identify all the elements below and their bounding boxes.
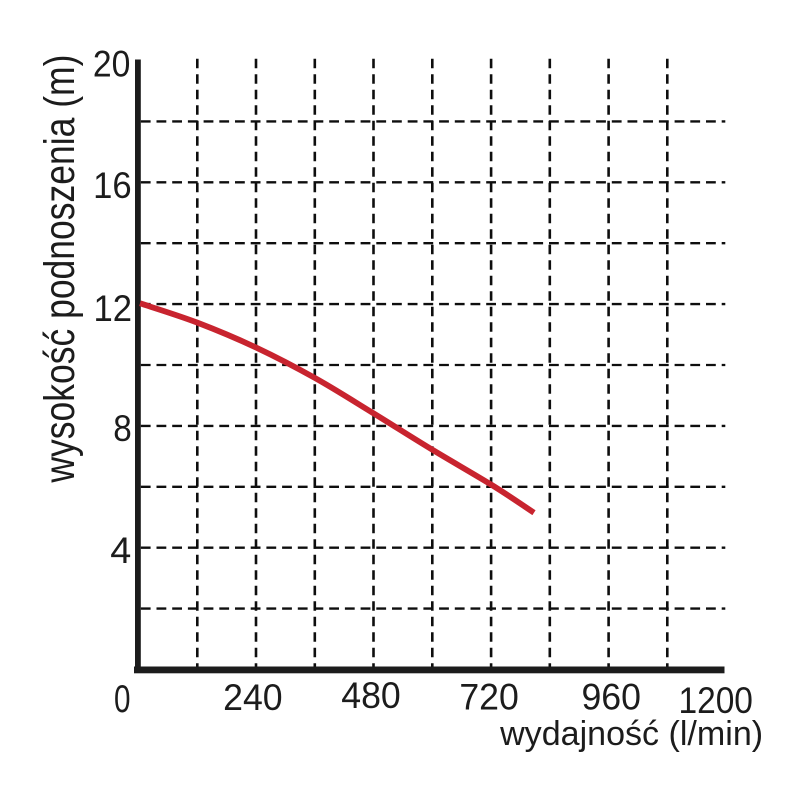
svg-text:1200: 1200	[678, 680, 753, 721]
svg-text:wydajność (l/min): wydajność (l/min)	[499, 715, 763, 753]
svg-text:720: 720	[459, 677, 519, 718]
svg-text:240: 240	[223, 677, 283, 718]
svg-text:20: 20	[93, 44, 131, 85]
svg-text:16: 16	[93, 165, 132, 206]
svg-text:480: 480	[341, 675, 401, 716]
svg-text:8: 8	[113, 408, 132, 449]
svg-text:960: 960	[581, 677, 641, 718]
svg-text:4: 4	[110, 530, 131, 571]
svg-text:0: 0	[114, 678, 131, 721]
svg-text:12: 12	[94, 288, 133, 329]
svg-text:wysokość podnoszenia (m): wysokość podnoszenia (m)	[37, 55, 84, 484]
